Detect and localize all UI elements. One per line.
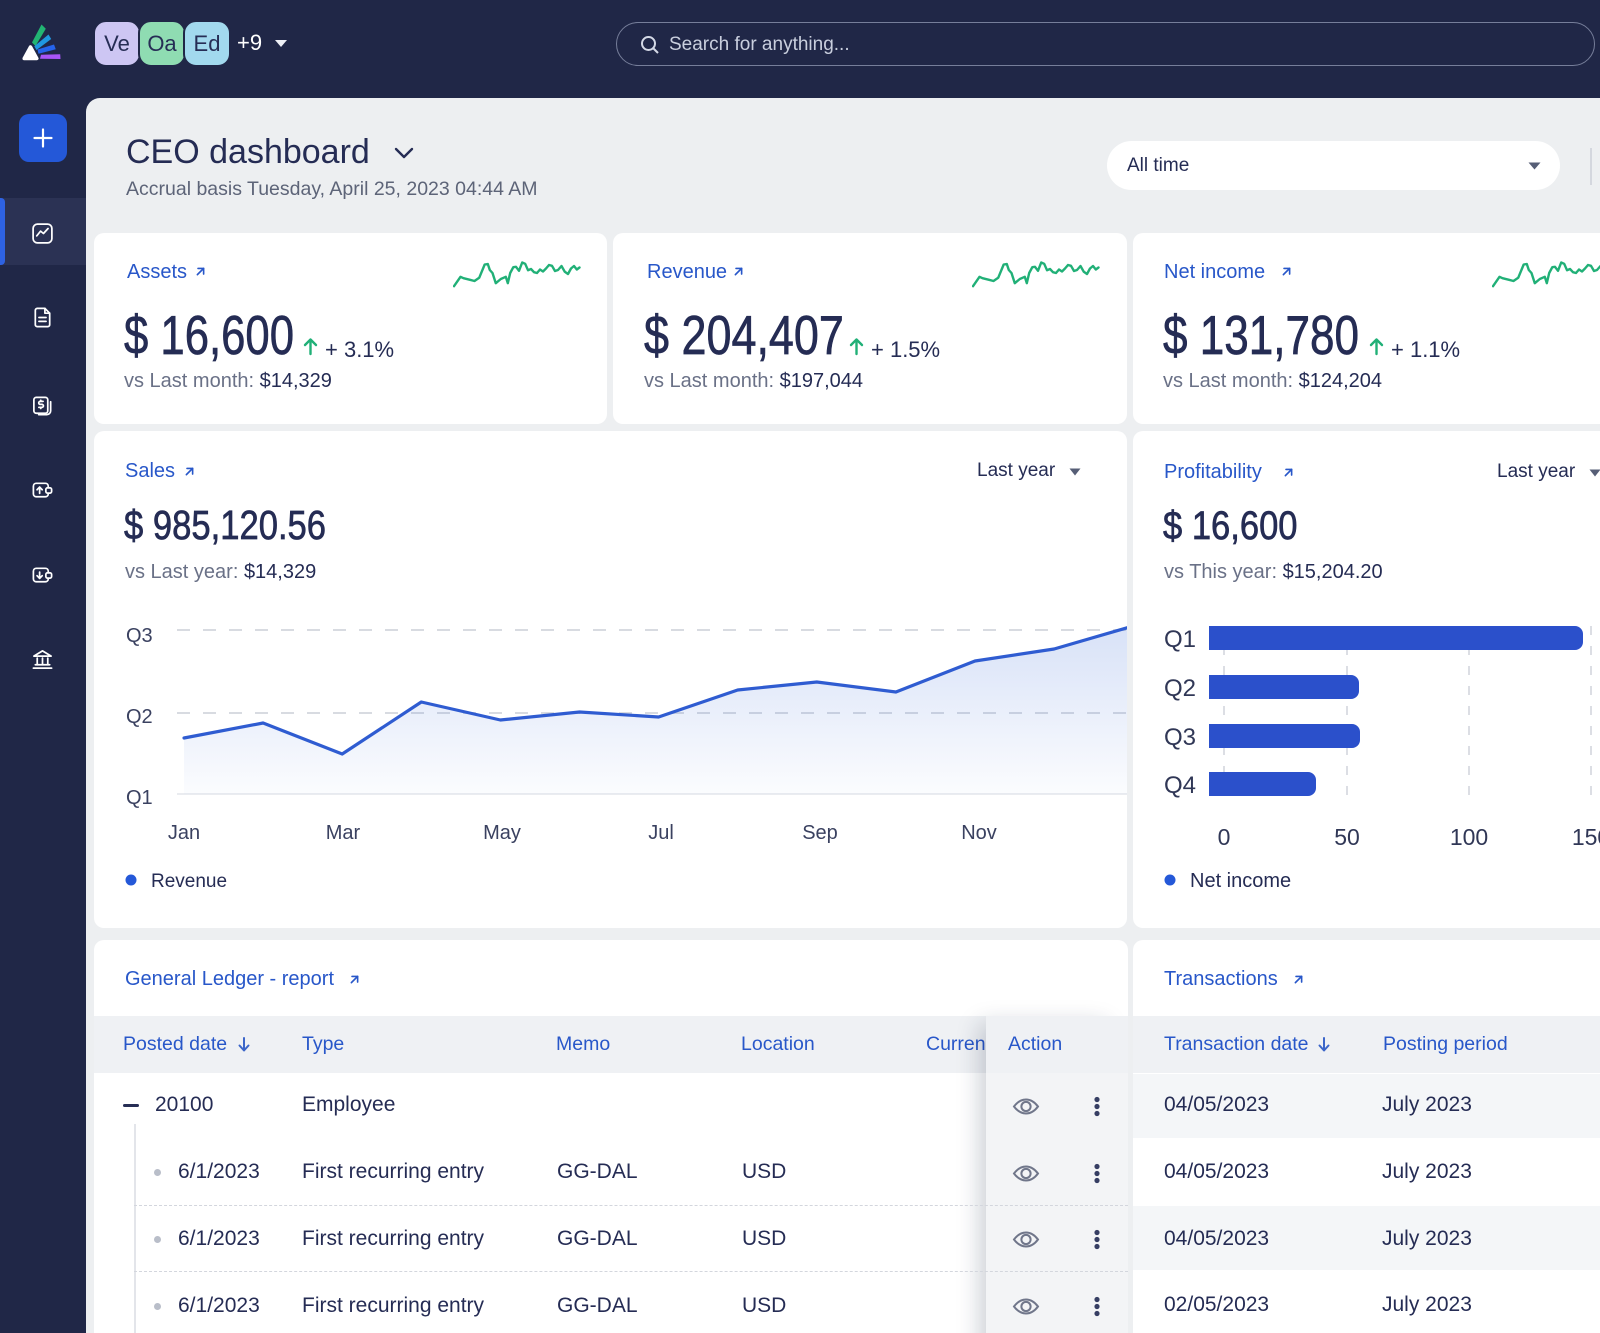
svg-text:Q2: Q2 (126, 706, 153, 728)
svg-text:Jul: Jul (648, 822, 674, 844)
svg-text:Q3: Q3 (1164, 724, 1196, 751)
svg-text:Net income: Net income (1190, 870, 1291, 892)
svg-text:May: May (483, 822, 521, 844)
svg-text:150: 150 (1572, 824, 1600, 850)
svg-text:50: 50 (1334, 824, 1360, 850)
svg-text:Q1: Q1 (1164, 626, 1196, 653)
svg-text:Jan: Jan (168, 822, 200, 844)
svg-text:Sep: Sep (802, 822, 838, 844)
svg-text:100: 100 (1450, 824, 1488, 850)
svg-text:Nov: Nov (961, 822, 997, 844)
svg-text:Q4: Q4 (1164, 772, 1196, 799)
svg-text:0: 0 (1218, 824, 1231, 850)
svg-text:Mar: Mar (326, 822, 361, 844)
svg-text:Q3: Q3 (126, 625, 153, 647)
svg-text:Revenue: Revenue (151, 871, 227, 892)
svg-text:Q1: Q1 (126, 787, 153, 809)
svg-text:Q2: Q2 (1164, 675, 1196, 702)
